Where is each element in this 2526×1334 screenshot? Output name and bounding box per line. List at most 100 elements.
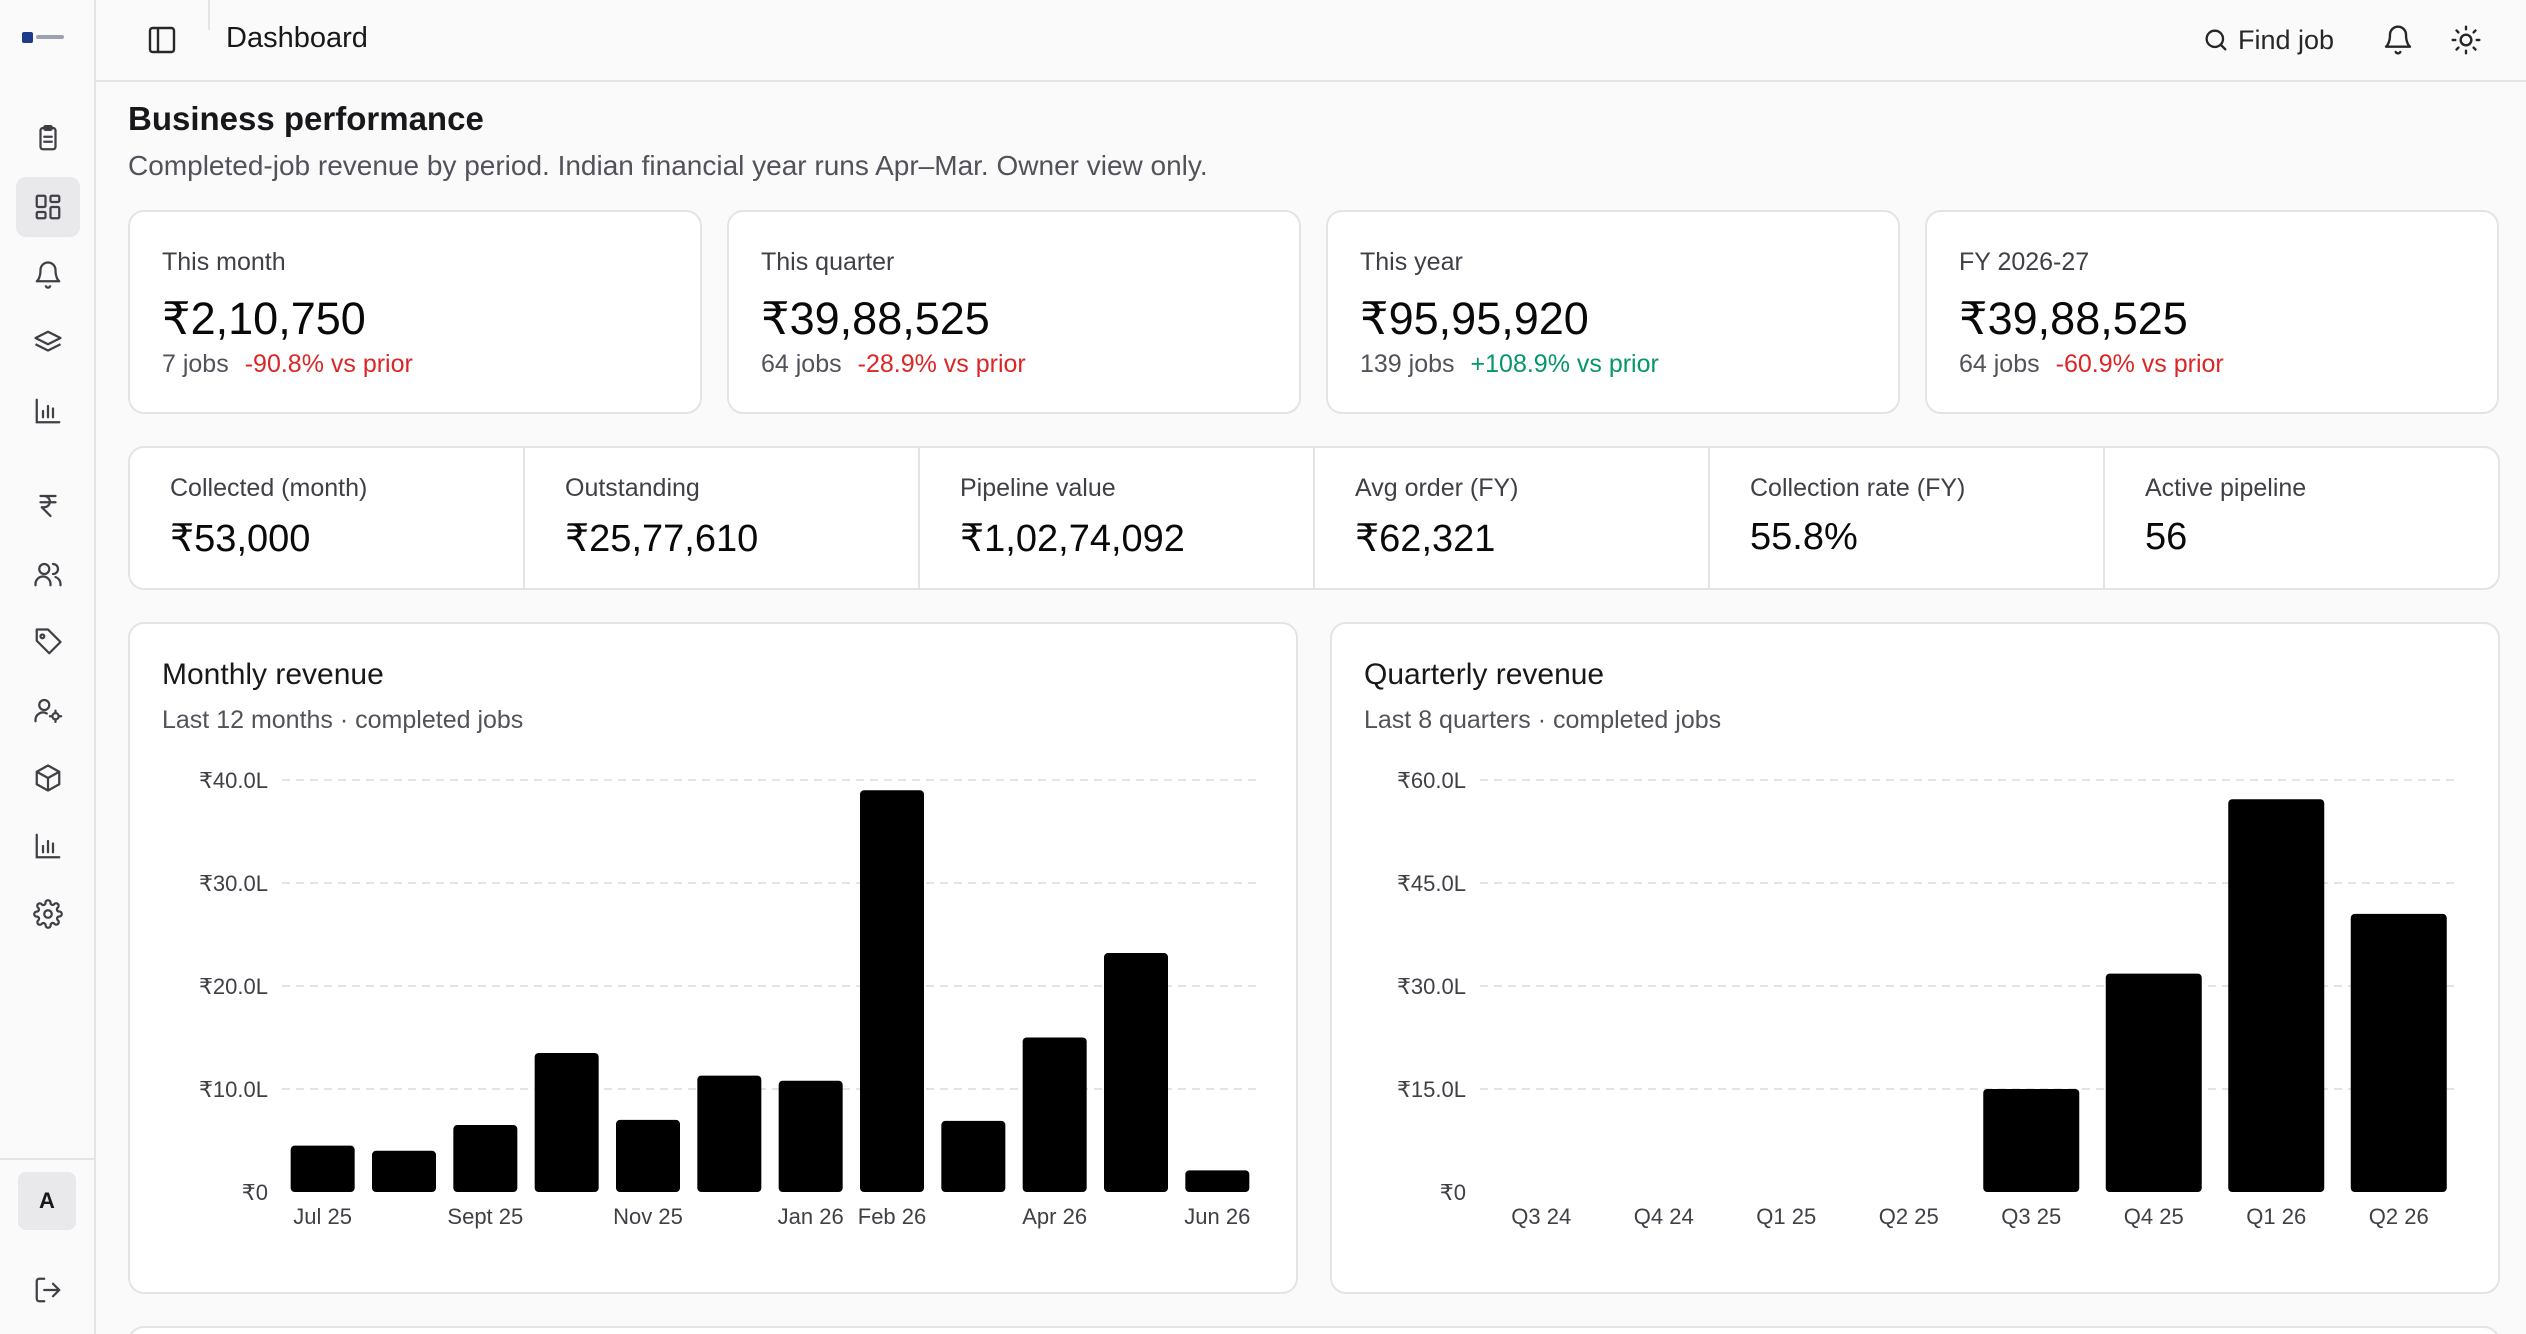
bar-chart-icon	[35, 833, 61, 859]
kpi-label: This month	[162, 248, 286, 276]
clipboard-icon	[39, 125, 57, 151]
kpi-card-this-month: This month ₹2,10,750 7 jobs -90.8% vs pri…	[128, 210, 702, 414]
y-tick-label: ₹10.0L	[199, 1077, 268, 1102]
stat-value: 56	[2145, 516, 2188, 558]
chart-title: Monthly revenue	[162, 658, 384, 691]
bar[interactable]	[534, 1052, 599, 1192]
sidebar-item-dashboard[interactable]	[16, 177, 80, 237]
monthly-revenue-card: Monthly revenue Last 12 months · complet…	[128, 622, 1298, 1294]
y-tick-label: ₹15.0L	[1397, 1077, 1466, 1102]
bar[interactable]	[2105, 973, 2202, 1192]
layers-icon	[34, 330, 62, 352]
bar[interactable]	[372, 1150, 436, 1192]
bar[interactable]	[697, 1075, 762, 1192]
sidebar-item-staff[interactable]	[16, 680, 80, 740]
sidebar-item-notifications[interactable]	[16, 245, 80, 305]
sidebar: A	[0, 0, 96, 1334]
logout-button[interactable]	[16, 1260, 80, 1320]
y-tick-label: ₹40.0L	[199, 768, 268, 793]
bar[interactable]	[453, 1125, 518, 1192]
bar[interactable]	[290, 1145, 355, 1192]
sidebar-item-settings[interactable]	[16, 884, 80, 944]
settings-icon	[33, 899, 63, 929]
sidebar-item-analytics[interactable]	[16, 816, 80, 876]
theme-toggle-button[interactable]	[2444, 18, 2488, 62]
next-section-card	[128, 1326, 2500, 1334]
stat-label: Outstanding	[565, 474, 700, 502]
x-tick-label: Nov 25	[613, 1204, 683, 1229]
kpi-card-this-quarter: This quarter ₹39,88,525 64 jobs -28.9% vs…	[727, 210, 1301, 414]
y-tick-label: ₹0	[242, 1180, 268, 1205]
sun-icon	[2451, 25, 2481, 55]
kpi-change: -90.8% vs prior	[244, 350, 413, 378]
x-tick-label: Q3 25	[2001, 1204, 2061, 1229]
sidebar-item-pricing[interactable]	[16, 612, 80, 672]
stat-collected-month: Collected (month) ₹53,000	[130, 448, 525, 588]
kpi-change: +108.9% vs prior	[1470, 350, 1659, 378]
stat-value: ₹1,02,74,092	[960, 518, 1185, 560]
bar[interactable]	[1022, 1037, 1087, 1193]
kpi-label: FY 2026-27	[1959, 248, 2090, 276]
bar[interactable]	[2350, 913, 2447, 1192]
chart-subtitle: Last 8 quarters · completed jobs	[1364, 706, 1722, 734]
stat-label: Avg order (FY)	[1355, 474, 1519, 502]
bar[interactable]	[1185, 1170, 1250, 1192]
y-tick-label: ₹30.0L	[1397, 974, 1466, 999]
bar[interactable]	[616, 1119, 680, 1192]
quarterly-revenue-card: Quarterly revenue Last 8 quarters · comp…	[1330, 622, 2500, 1294]
y-tick-label: ₹30.0L	[199, 871, 268, 896]
x-tick-label: Apr 26	[1022, 1204, 1087, 1229]
notifications-button[interactable]	[2376, 18, 2420, 62]
stat-label: Collection rate (FY)	[1750, 474, 1966, 502]
stat-label: Pipeline value	[960, 474, 1116, 502]
stat-value: ₹53,000	[170, 518, 311, 560]
kpi-jobs: 64 jobs	[1959, 350, 2040, 378]
x-tick-label: Q2 25	[1879, 1204, 1939, 1229]
app-logo[interactable]	[22, 28, 68, 46]
sidebar-item-inventory[interactable]	[16, 748, 80, 808]
kpi-value: ₹39,88,525	[761, 293, 990, 344]
x-tick-label: Q4 24	[1634, 1204, 1694, 1229]
bar[interactable]	[860, 790, 924, 1192]
find-job-label: Find job	[2238, 24, 2335, 55]
bar[interactable]	[1983, 1089, 2080, 1192]
bar[interactable]	[1104, 953, 1168, 1192]
stat-pipeline-value: Pipeline value ₹1,02,74,092	[920, 448, 1315, 588]
stat-label: Collected (month)	[170, 474, 368, 502]
sidebar-item-reports[interactable]	[16, 381, 80, 441]
bell-icon	[2384, 25, 2412, 55]
stat-value: ₹62,321	[1355, 518, 1496, 560]
stat-label: Active pipeline	[2145, 474, 2307, 502]
top-header: Dashboard Find job	[96, 0, 2526, 82]
package-icon	[35, 764, 61, 792]
chart-subtitle: Last 12 months · completed jobs	[162, 706, 524, 734]
sidebar-item-customers[interactable]	[16, 544, 80, 604]
avatar[interactable]: A	[18, 1172, 76, 1230]
bar[interactable]	[778, 1080, 843, 1192]
dashboard-icon	[35, 194, 61, 220]
kpi-value: ₹95,95,920	[1360, 293, 1589, 344]
kpi-card-this-year: This year ₹95,95,920 139 jobs +108.9% vs …	[1326, 210, 1900, 414]
kpi-label: This quarter	[761, 248, 895, 276]
kpi-jobs: 7 jobs	[162, 350, 229, 378]
sidebar-item-jobs[interactable]	[16, 108, 80, 168]
kpi-card-fy: FY 2026-27 ₹39,88,525 64 jobs -60.9% vs p…	[1925, 210, 2499, 414]
kpi-change: -28.9% vs prior	[857, 350, 1026, 378]
stats-strip: Collected (month) ₹53,000 Outstanding ₹2…	[128, 446, 2500, 590]
find-job-button[interactable]: Find job	[2202, 20, 2334, 60]
chart-title: Quarterly revenue	[1364, 658, 1605, 691]
sidebar-item-payments[interactable]	[16, 476, 80, 536]
stat-collection-rate: Collection rate (FY) 55.8%	[1710, 448, 2105, 588]
kpi-jobs: 64 jobs	[761, 350, 842, 378]
y-tick-label: ₹60.0L	[1397, 768, 1466, 793]
sidebar-panel-icon	[148, 26, 176, 54]
kpi-value: ₹2,10,750	[162, 293, 366, 344]
users-icon	[34, 562, 62, 587]
bar[interactable]	[941, 1120, 1006, 1192]
stat-active-pipeline: Active pipeline 56	[2105, 448, 2498, 588]
sidebar-item-layers[interactable]	[16, 313, 80, 373]
sidebar-toggle-button[interactable]	[140, 18, 184, 62]
page-title: Dashboard	[226, 22, 368, 54]
bar[interactable]	[2228, 799, 2325, 1192]
x-tick-label: Q4 25	[2124, 1204, 2184, 1229]
